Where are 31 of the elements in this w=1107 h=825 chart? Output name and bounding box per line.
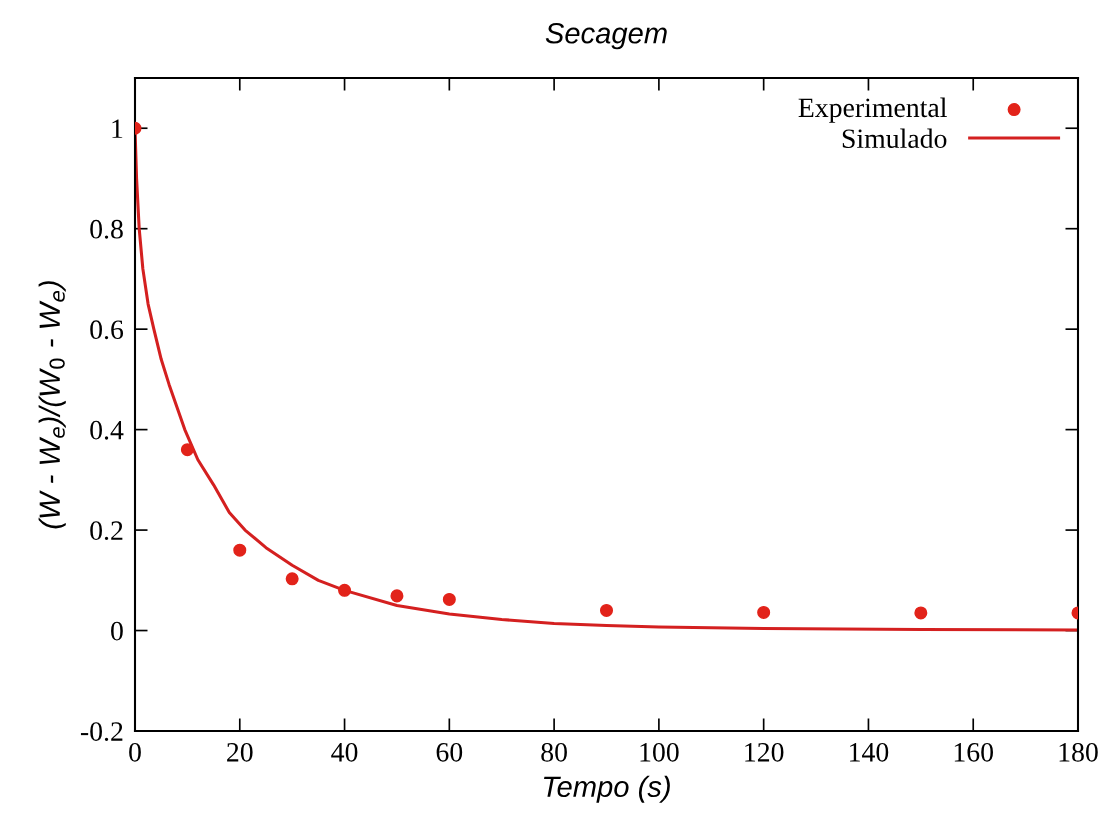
x-tick-label: 180 bbox=[1059, 742, 1098, 762]
point bbox=[233, 543, 247, 557]
y-tick-label: 0.6 bbox=[90, 320, 124, 340]
point bbox=[599, 603, 614, 617]
y-tick-label: 0.8 bbox=[90, 219, 123, 239]
x-tick-label: 160 bbox=[954, 742, 993, 762]
point bbox=[757, 605, 771, 619]
y-tick-label: 0 bbox=[111, 621, 123, 641]
y-tick-label: -0.2 bbox=[80, 722, 123, 742]
x-tick-label: 60 bbox=[436, 742, 463, 762]
y-tick-label: 0.4 bbox=[90, 420, 124, 440]
x-tick-label: 20 bbox=[227, 742, 253, 762]
x-tick-label: 0 bbox=[129, 742, 141, 762]
point bbox=[442, 592, 456, 606]
point bbox=[390, 589, 404, 603]
x-tick-label: 80 bbox=[541, 742, 567, 762]
legend-label: Experimental bbox=[798, 97, 947, 123]
x-tick-label: 40 bbox=[331, 742, 358, 762]
point bbox=[338, 583, 352, 597]
x-tick-label: 100 bbox=[640, 742, 679, 762]
point bbox=[285, 572, 299, 586]
point bbox=[180, 443, 194, 457]
y-tick-label: 1 bbox=[112, 119, 123, 138]
legend-label: Simulado bbox=[842, 128, 947, 149]
chart-title: Secagem bbox=[545, 22, 667, 50]
y-tick-label: 0.2 bbox=[90, 521, 123, 541]
x-tick-label: 140 bbox=[850, 742, 889, 762]
x-axis-title: Tempo (s) bbox=[544, 775, 670, 803]
y-axis-title: (W - W$_{e}$)/(W$_{0}$ - W$_{e}$) bbox=[38, 281, 66, 529]
point bbox=[914, 606, 928, 620]
x-tick-label: 120 bbox=[745, 742, 784, 762]
